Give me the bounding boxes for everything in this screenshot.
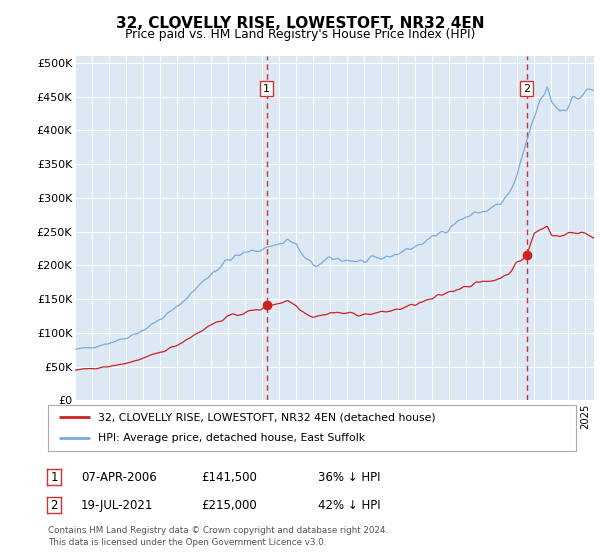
Text: HPI: Average price, detached house, East Suffolk: HPI: Average price, detached house, East… [98, 433, 365, 444]
Text: 1: 1 [263, 83, 270, 94]
Text: Price paid vs. HM Land Registry's House Price Index (HPI): Price paid vs. HM Land Registry's House … [125, 28, 475, 41]
Text: 2: 2 [50, 498, 58, 512]
Text: 42% ↓ HPI: 42% ↓ HPI [318, 498, 380, 512]
Text: 36% ↓ HPI: 36% ↓ HPI [318, 470, 380, 484]
Text: £215,000: £215,000 [201, 498, 257, 512]
Text: 2: 2 [523, 83, 530, 94]
Text: 07-APR-2006: 07-APR-2006 [81, 470, 157, 484]
Text: 32, CLOVELLY RISE, LOWESTOFT, NR32 4EN: 32, CLOVELLY RISE, LOWESTOFT, NR32 4EN [116, 16, 484, 31]
Text: 19-JUL-2021: 19-JUL-2021 [81, 498, 154, 512]
Text: 1: 1 [50, 470, 58, 484]
Text: £141,500: £141,500 [201, 470, 257, 484]
Text: Contains HM Land Registry data © Crown copyright and database right 2024.
This d: Contains HM Land Registry data © Crown c… [48, 526, 388, 547]
Text: 32, CLOVELLY RISE, LOWESTOFT, NR32 4EN (detached house): 32, CLOVELLY RISE, LOWESTOFT, NR32 4EN (… [98, 412, 436, 422]
